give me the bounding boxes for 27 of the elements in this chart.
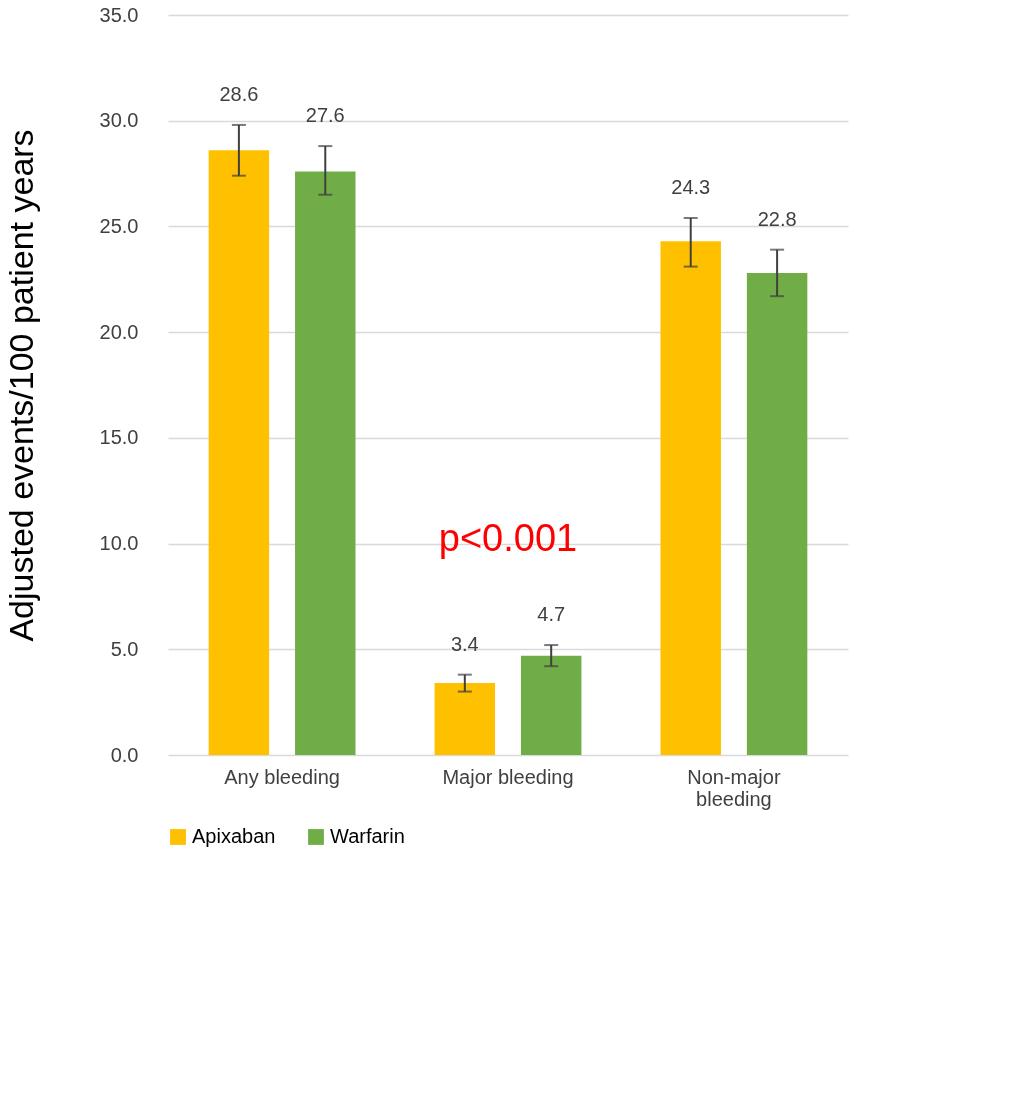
data-label: 22.8 bbox=[757, 207, 797, 230]
bar bbox=[520, 655, 582, 755]
x-tick-label: Major bleeding bbox=[442, 765, 574, 788]
legend-label: Apixaban bbox=[192, 825, 276, 847]
y-tick-label: 0.0 bbox=[110, 743, 139, 766]
y-tick-label: 10.0 bbox=[99, 532, 139, 555]
bar bbox=[660, 241, 721, 755]
bar bbox=[746, 272, 808, 755]
y-tick-label: 5.0 bbox=[110, 637, 139, 660]
annotation: p<0.001 bbox=[438, 517, 578, 560]
y-tick-label: 25.0 bbox=[99, 214, 139, 237]
data-label: 27.6 bbox=[305, 104, 345, 127]
y-tick-label: 20.0 bbox=[99, 320, 139, 343]
data-label: 4.7 bbox=[537, 603, 566, 626]
y-axis-title: Adjusted events/100 patient years bbox=[1, 129, 40, 642]
bar bbox=[208, 150, 270, 755]
bar bbox=[295, 171, 356, 755]
y-tick-label: 30.0 bbox=[99, 109, 139, 132]
data-label: 3.4 bbox=[450, 632, 479, 655]
y-tick-label: 35.0 bbox=[99, 3, 139, 26]
data-label: 24.3 bbox=[671, 175, 711, 198]
data-label: 28.6 bbox=[219, 82, 259, 105]
legend-label: Warfarin bbox=[330, 825, 405, 847]
bar bbox=[434, 683, 496, 755]
x-tick-label: Any bleeding bbox=[224, 765, 340, 788]
x-tick-label: Non-major bleeding bbox=[687, 765, 781, 810]
y-tick-label: 15.0 bbox=[99, 426, 139, 449]
